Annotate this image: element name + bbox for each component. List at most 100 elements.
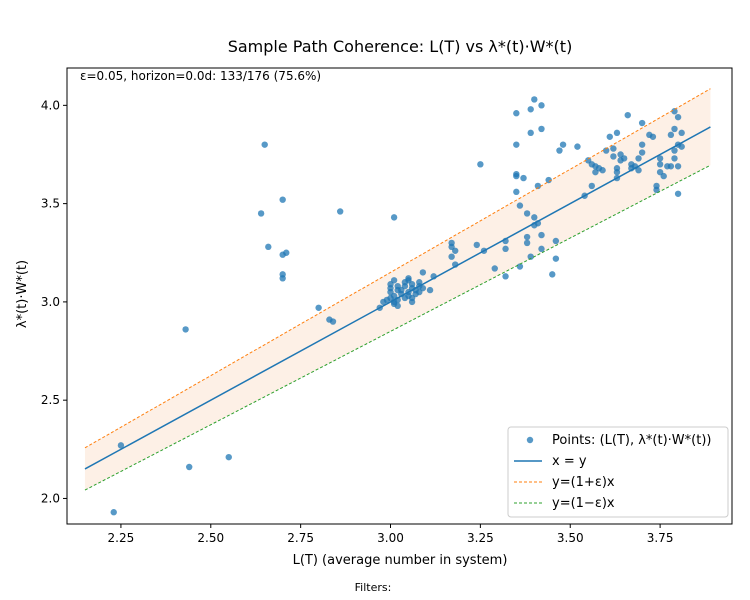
legend-label-upper: y=(1+ε)x [552,475,615,490]
data-point [117,442,125,449]
data-point [502,273,509,280]
data-point [531,214,538,221]
data-point [552,237,560,245]
data-point [408,281,416,288]
data-point [635,167,642,174]
data-point [527,106,534,113]
data-point [279,275,286,282]
data-point [671,147,678,154]
data-point [513,141,520,148]
data-point [491,265,498,272]
data-point [649,133,657,140]
data-point [656,155,664,162]
y-tick-label: 3.5 [41,197,60,211]
data-point [671,108,678,115]
upper-bound-line [84,88,711,449]
data-point [513,172,520,180]
data-point [667,163,675,170]
coherence-annotation: ε=0.05, horizon=0.0d: 133/176 (75.6%) [80,69,321,83]
data-point [520,174,527,182]
legend: Points: (L(T), λ*(t)·W*(t)) x = y y=(1+ε)x… [507,426,729,518]
data-point [559,141,567,148]
plot-area: 2.25 2.50 2.75 3.00 3.25 3.50 3.75 2.0 2.5 3.0 3.5… [41,67,733,545]
data-point [182,326,189,333]
data-point [552,255,560,262]
data-point [638,119,646,127]
data-point [635,155,642,162]
data-point [538,125,545,133]
data-point [394,302,401,310]
data-point [660,172,667,180]
data-point [477,161,484,168]
data-point [186,463,193,471]
data-point [513,110,520,117]
data-point [419,284,427,292]
data-point [549,271,556,278]
y-tick-label: 2.0 [41,491,60,505]
legend-marker-points [526,436,534,444]
data-point [523,233,531,241]
lower-bound-line [84,164,711,491]
data-point [527,129,534,137]
data-point [538,231,545,239]
data-point [656,161,664,168]
data-point [613,165,621,172]
data-point [225,453,232,461]
data-point [534,182,542,190]
data-point [599,167,606,174]
x-tick-label: 2.75 [287,531,314,545]
x-tick-label: 3.25 [467,531,494,545]
data-point [671,125,678,133]
data-point [502,245,509,253]
data-point [448,253,455,260]
axes-frame [66,67,733,525]
data-point [329,318,337,325]
data-point [419,269,427,276]
data-point [545,176,552,184]
data-point [538,102,545,109]
x-axis-label: L(T) (average number in system) [293,553,508,568]
y-tick-label: 2.5 [41,393,60,407]
data-point [588,182,596,190]
data-point [653,182,660,190]
filters-caption: Filters: [355,581,392,594]
data-point [452,247,459,254]
data-point [606,133,613,140]
data-point [610,153,617,160]
x-tick-label: 2.25 [108,531,135,545]
x-tick-label: 3.00 [377,531,404,545]
data-point [523,210,531,217]
identity-line [84,126,711,470]
data-point [678,129,685,137]
data-point [416,279,423,286]
data-point [261,141,268,148]
data-point [602,147,610,154]
data-point [613,129,621,137]
data-point [531,96,538,103]
data-point [674,113,682,121]
data-point [283,249,290,256]
data-point [516,263,524,270]
data-point [610,145,617,152]
data-point [390,214,398,221]
data-point [638,149,646,156]
data-point [523,239,531,247]
data-point [513,188,520,196]
data-point [620,155,628,162]
y-axis-label: λ*(t)·W*(t) [15,260,30,328]
chart-title: Sample Path Coherence: L(T) vs λ*(t)·W*(… [228,37,573,56]
data-point [538,245,545,253]
data-point [674,163,682,170]
legend-label-points: Points: (L(T), λ*(t)·W*(t)) [552,433,711,448]
data-point [667,131,675,139]
x-tick-label: 2.50 [197,531,224,545]
y-tick-label: 3.0 [41,295,60,309]
data-point [315,304,322,311]
legend-box [507,426,729,518]
data-point [390,277,398,284]
data-point [265,243,272,251]
data-point [405,275,412,282]
y-tick-label: 4.0 [41,98,60,112]
data-point [574,143,581,150]
